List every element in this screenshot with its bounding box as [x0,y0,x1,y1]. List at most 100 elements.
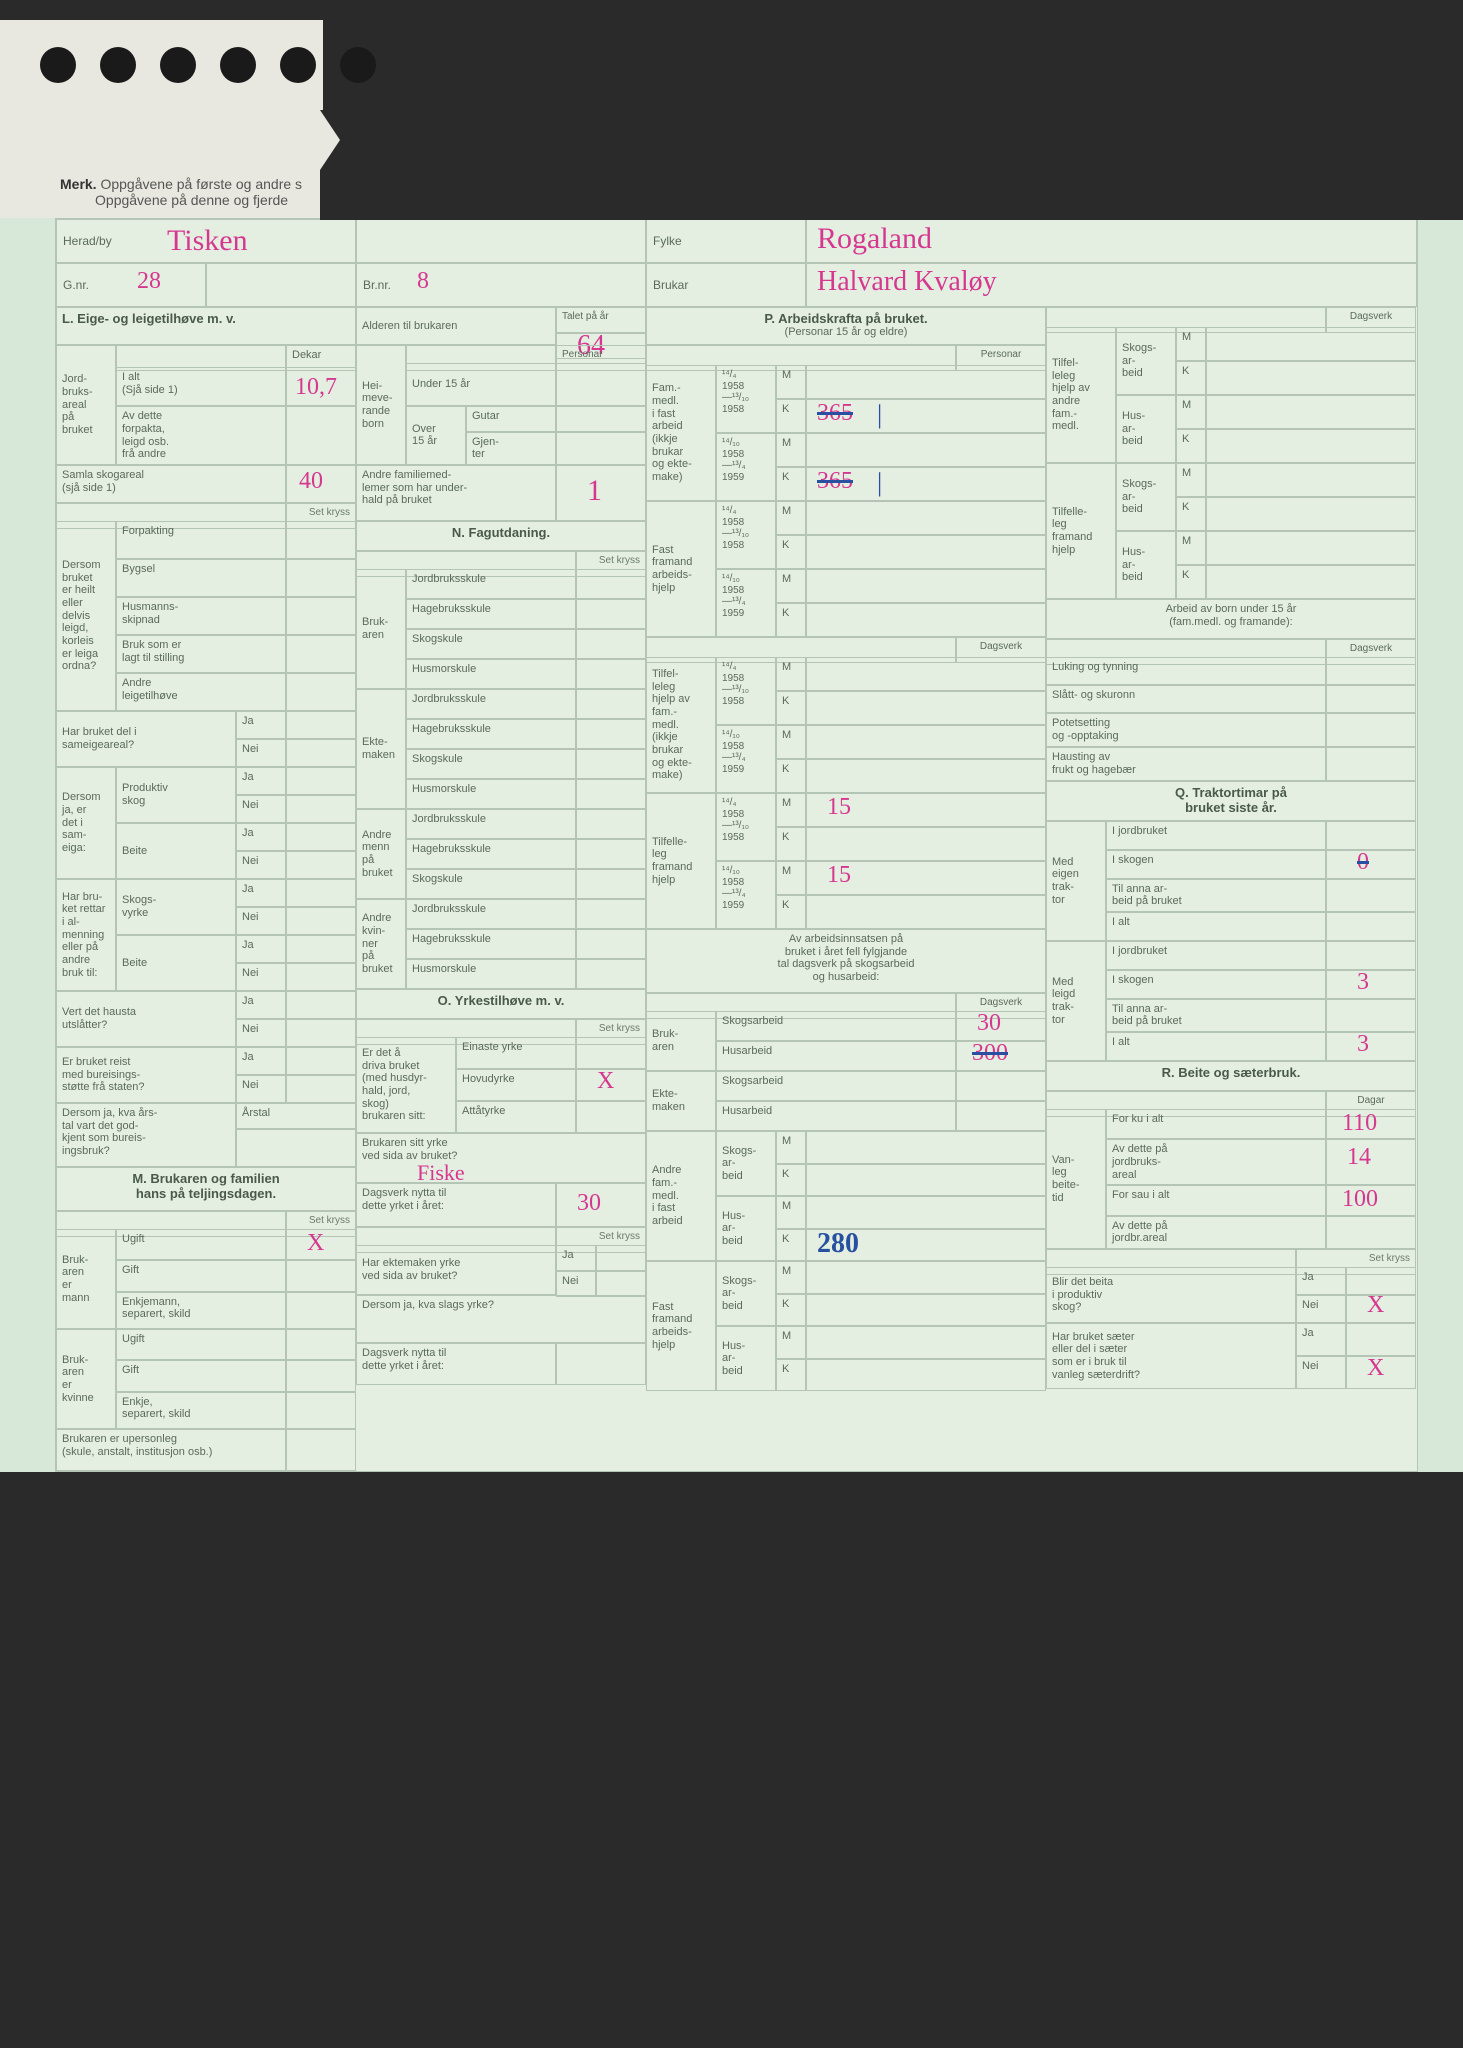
M: M [1176,463,1206,497]
v365a: 365 [817,400,853,427]
vanleg-label: Van- leg beite- tid [1046,1109,1106,1249]
L-harbruket: Har bruket del i sameigeareal? Ja Nei [56,711,356,767]
spacer [206,263,356,307]
blir-label: Blir det beita i produktiv skog? [1046,1267,1296,1323]
L-jordbruks: Jord- bruks- areal på bruket Dekar I alt… [56,345,356,465]
ja: Ja [236,879,286,907]
K: K [776,1294,806,1327]
dersom-label: Dersom bruket er heilt eller delvis leig… [56,521,116,711]
upersonleg: Brukaren er upersonleg (skule, anstalt, … [56,1429,286,1471]
header-row-2: G.nr. 28 Br.nr. 8 Brukar Halvard Kvaløy [56,263,1417,307]
O-dersomja: Dersom ja, kva slags yrke? [356,1295,646,1343]
tilf1-label: Tilfel- leleg hjelp av andre fam.- medl. [1046,327,1116,463]
N-brukaren: Bruk- aren Jordbruksskule Hagebruksskule… [356,569,646,689]
page: Merk. Oppgåvene på første og andre s Opp… [0,20,1463,1472]
iskog-leigd: 3 [1357,969,1369,996]
P-sub: (Personar 15 år og eldre) [652,326,1040,339]
ja: Ja [236,935,286,963]
skogsvyrke: Skogs- vyrke [116,879,236,935]
iskog: I skogen [1106,970,1326,999]
nei-x1: X [1367,1292,1384,1319]
N-brukaren-label: Bruk- aren [356,569,406,689]
nei: Nei [236,1075,286,1103]
punch-hole [220,47,256,83]
P-brukaren-label: Bruk- aren [646,1011,716,1071]
ialt-label: I alt (Sjå side 1) [116,367,286,406]
M: M [776,365,806,399]
hovud-x: X [597,1068,614,1095]
hus: Hus- ar- beid [1116,531,1176,599]
hage: Hagebruksskule [406,599,576,629]
skog: Skogskule [406,749,576,779]
M: M [776,657,806,691]
p2: ¹⁴/₁₀ 1958 —¹³/₄ 1959 [716,433,776,501]
husmor: Husmorskule [406,779,576,809]
husarbeid2-k: 280 [817,1228,859,1260]
spacer [356,219,646,263]
ijord: I jordbruket [1106,941,1326,970]
dark-bg [320,110,1463,220]
jord: Jordbruksskule [406,689,576,719]
slatt: Slått- og skuronn [1046,685,1326,713]
tilfelleleg-label: Tilfel- leleg hjelp av fam.- medl. (ikkj… [646,657,716,793]
brnr-label: Br.nr. [363,278,391,292]
brnr-cell: Br.nr. 8 [356,263,646,307]
skogsarbeid-val: 30 [977,1010,1001,1037]
L-erbruket: Er bruket reist med bureisings- støtte f… [56,1047,356,1103]
herad-cell: Herad/by Tisken [56,219,356,263]
L-dersomja: Dersom ja, er det i sam- eiga: Produktiv… [56,767,356,879]
nei: Nei [236,795,286,823]
K: K [776,759,806,793]
nei: Nei [236,739,286,767]
hus: Hus- ar- beid [1116,395,1176,463]
M: M [1176,531,1206,565]
jordbruks-label: Jord- bruks- areal på bruket [56,345,116,465]
gnr-cell: G.nr. 28 [56,263,206,307]
forsau: For sau i alt [1106,1185,1326,1215]
Q-medleigd: Med leigd trak- tor I jordbruket I skoge… [1046,941,1416,1061]
iskog: I skogen [1106,850,1326,879]
merk-label: Merk. [60,176,97,192]
tilf2-label: Tilfelle- leg framand hjelp [1046,463,1116,599]
bygsel: Bygsel [116,559,286,597]
husarbeid: Husarbeid [716,1101,956,1131]
forku: For ku i alt [1106,1109,1326,1139]
merk-line1: Oppgåvene på første og andre s [100,176,302,192]
dagsverk1-label: Dagsverk nytta til dette yrket i året: [356,1183,556,1227]
punch-hole [280,47,316,83]
nei: Nei [236,851,286,879]
beite: Beite [116,823,236,879]
avdette-cell [286,406,356,465]
tilanna: Til anna ar- beid på bruket [1106,879,1326,912]
fastfram-label: Fast framand arbeids- hjelp [646,501,716,637]
ugift: Ugift [116,1229,286,1260]
gjenter: Gjen- ter [466,432,556,465]
p2: ¹⁴/₁₀ 1958 —¹³/₄ 1959 [716,725,776,793]
K: K [776,467,806,501]
N-andremenn: Andre menn på bruket Jordbruksskule Hage… [356,809,646,899]
P-ektemaken: Ekte- maken Skogsarbeid Husarbeid [646,1071,1046,1131]
gift2: Gift [116,1360,286,1391]
andrefam-val: 1 [587,474,602,508]
col-Q: Dagsverk Tilfel- leleg hjelp av andre fa… [1046,307,1416,1471]
gift: Gift [116,1260,286,1291]
M-kvinne: Bruk- aren er kvinne Ugift Gift Enkje, s… [56,1329,356,1429]
skog: Skogskule [406,869,576,899]
skogs: Skogs- ar- beid [1116,327,1176,395]
P-fastfram2-label: Fast framand arbeids- hjelp [646,1261,716,1391]
potet: Potetsetting og -opptaking [1046,713,1326,747]
L-samla: Samla skogareal (sjå side 1) 40 [56,465,356,503]
erbruket-label: Er bruket reist med bureisings- støtte f… [56,1047,236,1103]
K: K [776,535,806,569]
samla-cell: 40 [286,465,356,503]
M: M [776,433,806,467]
fylke-label: Fylke [653,234,682,248]
harbru-label: Har bru- ket rettar i al- menning eller … [56,879,116,991]
R-vanleg: Van- leg beite- tid For ku i alt 110 Av … [1046,1109,1416,1249]
luking: Luking og tynning [1046,657,1326,685]
nei-x2: X [1367,1355,1384,1382]
O-dagsverk2: Dagsverk nytta til dette yrket i året: [356,1343,646,1385]
husmor: Husmorskule [406,959,576,989]
skogs2: Skogs- ar- beid [716,1261,776,1326]
ialt: I alt [1106,912,1326,941]
